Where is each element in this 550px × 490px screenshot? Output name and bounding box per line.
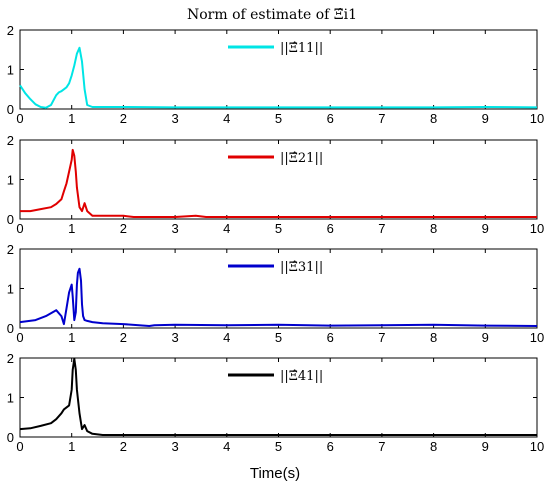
x-tick-label: 6 — [327, 439, 334, 454]
x-tick-label: 7 — [378, 439, 385, 454]
series-line-4 — [19, 357, 537, 436]
x-tick-label: 4 — [223, 330, 230, 345]
x-tick-label: 3 — [171, 111, 178, 126]
subplot-1: 0 1 2 3 4 5 6 7 8 9 10 0 1 2 ||Ξ̂11|| — [7, 23, 544, 126]
x-tick-label: 3 — [171, 221, 178, 236]
legend-label: ||Ξ̂31|| — [280, 260, 323, 275]
x-tick-label: 3 — [171, 439, 178, 454]
x-tick-label: 8 — [430, 330, 437, 345]
x-tick-label: 6 — [327, 221, 334, 236]
subplot-3: 0 1 2 3 4 5 6 7 8 9 10 0 1 2 ||Ξ̂31|| — [7, 242, 544, 345]
series-line-3 — [19, 267, 538, 327]
x-axis-label: Time(s) — [250, 465, 300, 482]
x-tick-label: 7 — [378, 111, 385, 126]
x-tick-label: 2 — [120, 221, 127, 236]
legend-label: ||Ξ̂11|| — [280, 41, 323, 56]
axes-box — [19, 248, 538, 329]
chart-title: Norm of estimate of Ξ̂i1 — [187, 7, 357, 23]
axes-box — [19, 357, 538, 438]
y-tick-label: 2 — [7, 351, 14, 366]
x-tick-label: 3 — [171, 330, 178, 345]
y-tick-label: 2 — [7, 242, 14, 257]
y-tick-label: 0 — [7, 430, 14, 445]
x-tick-label: 8 — [430, 439, 437, 454]
x-tick-label: 5 — [275, 439, 282, 454]
y-tick-label: 1 — [7, 173, 14, 188]
series-line-2 — [20, 148, 537, 218]
x-tick-label: 9 — [482, 111, 489, 126]
x-tick-label: 5 — [275, 330, 282, 345]
x-tick-label: 0 — [16, 330, 23, 345]
x-tick-label: 6 — [327, 330, 334, 345]
x-tick-label: 9 — [482, 221, 489, 236]
x-tick-label: 4 — [223, 111, 230, 126]
series-line-1 — [19, 46, 538, 109]
y-tick-label: 1 — [7, 63, 14, 78]
y-tick-label: 2 — [7, 133, 14, 148]
legend-label: ||Ξ̂21|| — [280, 151, 323, 166]
x-tick-label: 10 — [530, 111, 544, 126]
x-tick-label: 1 — [68, 111, 75, 126]
x-tick-label: 4 — [223, 439, 230, 454]
x-tick-label: 2 — [120, 330, 127, 345]
x-tick-label: 2 — [120, 111, 127, 126]
x-tick-label: 8 — [430, 111, 437, 126]
axes-box — [19, 29, 538, 110]
subplot-2: 0 1 2 3 4 5 6 7 8 9 10 0 1 2 ||Ξ̂21|| — [7, 133, 544, 236]
y-tick-label: 0 — [7, 321, 14, 336]
x-tick-label: 1 — [68, 439, 75, 454]
y-tick-label: 2 — [7, 23, 14, 38]
y-tick-label: 0 — [7, 102, 14, 117]
x-tick-label: 9 — [482, 439, 489, 454]
x-tick-label: 1 — [68, 221, 75, 236]
x-tick-label: 5 — [275, 221, 282, 236]
x-tick-label: 9 — [482, 330, 489, 345]
x-tick-label: 8 — [430, 221, 437, 236]
x-tick-label: 0 — [16, 221, 23, 236]
x-tick-label: 6 — [327, 111, 334, 126]
x-tick-label: 7 — [378, 330, 385, 345]
x-tick-label: 4 — [223, 221, 230, 236]
y-tick-label: 0 — [7, 212, 14, 227]
x-tick-label: 10 — [530, 330, 544, 345]
x-tick-label: 5 — [275, 111, 282, 126]
y-tick-label: 1 — [7, 282, 14, 297]
subplot-4: 0 1 2 3 4 5 6 7 8 9 10 0 1 2 ||Ξ̂41|| — [7, 351, 544, 454]
y-tick-label: 1 — [7, 391, 14, 406]
x-tick-label: 2 — [120, 439, 127, 454]
x-tick-label: 0 — [16, 439, 23, 454]
x-tick-label: 10 — [530, 439, 544, 454]
x-tick-label: 7 — [378, 221, 385, 236]
x-tick-label: 10 — [530, 221, 544, 236]
x-tick-label: 1 — [68, 330, 75, 345]
x-tick-label: 0 — [16, 111, 23, 126]
axes-box — [19, 139, 538, 220]
legend-label: ||Ξ̂41|| — [280, 369, 323, 384]
